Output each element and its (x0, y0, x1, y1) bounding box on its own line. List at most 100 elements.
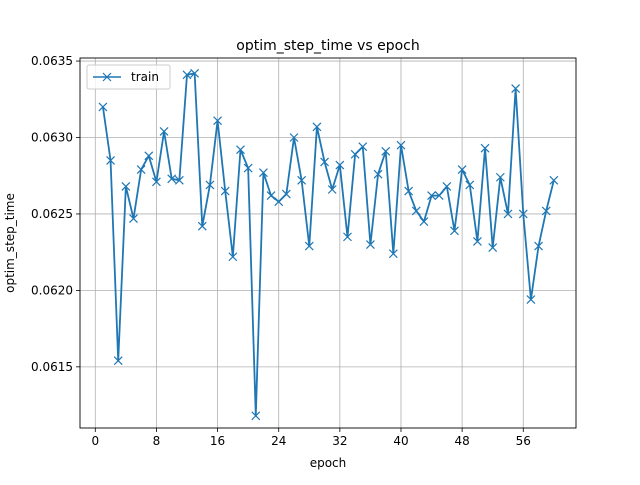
marker-stroke (358, 142, 368, 152)
marker-stroke (327, 185, 337, 194)
data-point-marker (442, 182, 452, 191)
data-point-marker (197, 221, 207, 231)
data-point-marker (152, 177, 161, 187)
chart-title: optim_step_time vs epoch (236, 38, 420, 54)
marker-stroke (251, 411, 261, 421)
marker-stroke (381, 146, 391, 156)
data-point-marker (98, 102, 108, 112)
marker-stroke (190, 68, 200, 78)
data-point-marker (289, 133, 299, 142)
data-point-marker (411, 206, 421, 216)
data-point-marker (159, 126, 169, 136)
marker-stroke (320, 157, 329, 167)
marker-stroke (243, 163, 253, 173)
data-point-marker (228, 252, 238, 262)
data-point-marker (549, 175, 559, 185)
data-point-marker (281, 189, 291, 199)
data-point-marker (434, 191, 444, 201)
marker-stroke (182, 70, 192, 80)
marker-stroke (152, 177, 161, 187)
data-point-marker (144, 151, 154, 161)
marker-stroke (258, 168, 268, 178)
data-point-marker (358, 142, 368, 152)
data-point-marker (236, 145, 245, 155)
data-point-marker (488, 243, 498, 253)
marker-stroke (465, 180, 475, 190)
data-point-marker (220, 186, 230, 196)
x-tick-label: 0 (91, 434, 99, 448)
marker-stroke (102, 72, 112, 82)
marker-stroke (236, 145, 245, 155)
x-tick-label: 32 (332, 434, 347, 448)
marker-stroke (373, 169, 383, 179)
y-tick-label: 0.0620 (31, 283, 73, 297)
marker-stroke (106, 156, 115, 165)
data-point-marker (304, 241, 314, 251)
data-point-marker (480, 143, 490, 153)
data-point-marker (472, 237, 482, 246)
data-point-marker (129, 214, 138, 223)
marker-stroke (266, 191, 276, 201)
x-tick-label: 56 (516, 434, 531, 448)
marker-stroke (365, 240, 375, 249)
x-axis-label: epoch (310, 456, 347, 470)
marker-stroke (495, 172, 505, 182)
marker-stroke (174, 175, 184, 185)
data-point-marker (457, 165, 467, 175)
marker-stroke (121, 182, 131, 191)
data-point-marker (404, 186, 414, 196)
data-point-marker (381, 146, 391, 156)
marker-stroke (526, 295, 536, 304)
data-point-marker (243, 163, 253, 173)
marker-stroke (549, 175, 559, 185)
data-point-marker (518, 209, 528, 219)
data-point-marker (343, 232, 352, 242)
marker-stroke (297, 175, 307, 185)
data-point-marker (182, 70, 192, 80)
data-point-marker (511, 84, 521, 94)
marker-stroke (541, 206, 551, 216)
marker-stroke (129, 214, 138, 223)
series-layer (98, 68, 559, 421)
data-point-marker (312, 122, 322, 132)
marker-stroke (281, 189, 291, 199)
marker-stroke (213, 116, 222, 126)
marker-stroke (518, 209, 528, 219)
marker-stroke (335, 160, 345, 170)
data-point-marker (136, 165, 146, 175)
plot-frame (79, 57, 577, 429)
y-axis-label: optim_step_time (3, 193, 17, 293)
data-point-marker (266, 191, 276, 201)
marker-stroke (289, 133, 299, 142)
data-point-marker (526, 295, 536, 304)
data-point-marker (450, 226, 459, 236)
y-tick-label: 0.0615 (31, 360, 73, 374)
data-point-marker (167, 174, 177, 184)
data-point-marker (106, 156, 115, 165)
marker-stroke (442, 182, 452, 191)
data-point-marker (534, 241, 543, 251)
marker-stroke (511, 84, 521, 94)
marker-stroke (228, 252, 238, 262)
data-point-marker (190, 68, 200, 78)
marker-stroke (144, 151, 154, 161)
data-point-marker (213, 116, 222, 126)
marker-stroke (434, 191, 444, 201)
marker-stroke (488, 243, 498, 253)
marker-stroke (450, 226, 459, 236)
marker-stroke (343, 232, 352, 242)
marker-stroke (503, 209, 513, 219)
x-tick-label: 8 (153, 434, 161, 448)
marker-stroke (113, 356, 123, 366)
data-point-marker (495, 172, 505, 182)
marker-stroke (472, 237, 482, 246)
data-point-marker (396, 140, 406, 150)
data-point-marker (320, 157, 329, 167)
legend-box (86, 64, 171, 90)
marker-stroke (220, 186, 230, 196)
data-point-marker (503, 209, 513, 219)
data-point-marker (365, 240, 375, 249)
marker-stroke (419, 217, 429, 227)
series-line-train (102, 72, 555, 417)
marker-stroke (167, 174, 177, 184)
